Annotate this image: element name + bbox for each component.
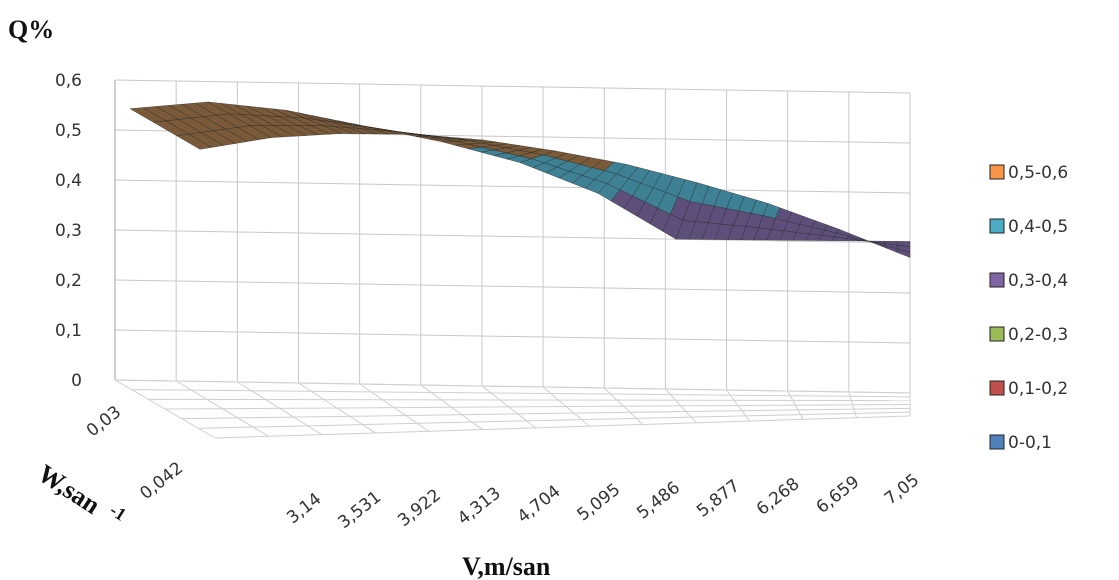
x-tick-label: 5,486 [633,478,684,524]
legend-label: 0,4-0,5 [1008,217,1068,237]
z-gridline [114,229,911,244]
legend-label: 0,1-0,2 [1008,379,1068,399]
y-axis-title: W,san -1 [33,459,130,525]
z-tick-label: 0,6 [55,71,82,91]
chart-labels: Q% V,m/san W,san -1 0,6 0,5 0,4 0,3 0,2 0,1 0 3… [8,15,923,580]
legend-label: 0,3-0,4 [1008,271,1068,291]
z-gridline [114,179,911,194]
z-tick-label: 0,5 [55,121,82,141]
x-tick-label: 3,14 [283,489,325,528]
floor-gridline [198,411,911,429]
floor-gridline [148,398,911,402]
legend-swatch [989,164,1005,180]
z-gridline [114,79,911,94]
z-tick-label: 0 [71,371,82,391]
y-tick-label: 0,042 [136,458,187,504]
y-axis-title-main: W,san [33,459,106,520]
legend-label: 0,2-0,3 [1008,325,1068,345]
floor-gridline [131,389,911,398]
surface-patch [897,248,911,258]
z-tick-label: 0,4 [55,171,82,191]
z-tick-label: 0,1 [55,321,82,341]
z-tick-label: 0,2 [55,271,82,291]
legend-label: 0-0,1 [1008,433,1052,453]
x-tick-label: 3,531 [334,487,385,533]
x-tick-label: 7,05 [881,470,923,509]
z-tick-label: 0,3 [55,221,82,241]
floor-gridline [114,379,911,394]
x-tick-label: 5,877 [693,476,744,522]
z-axis-title: Q% [8,15,54,44]
legend-swatch [989,434,1005,450]
y-axis-title-superscript: -1 [106,500,129,525]
floor-gridline [164,404,911,410]
legend-swatch [989,218,1005,234]
chart-surface [129,101,911,258]
floor-gridline [214,415,911,439]
y-tick-label: 0,03 [83,402,125,441]
z-gridline [114,279,911,294]
x-tick-label: 6,659 [813,472,864,518]
z-gridline [114,329,911,344]
x-tick-label: 6,268 [753,474,804,520]
x-axis-title: V,m/san [462,552,551,580]
legend-swatch [989,272,1005,288]
legend: 0,5-0,6 0,4-0,5 0,3-0,4 0,2-0,3 0,1-0,2 0-0,1 [989,163,1068,453]
legend-label: 0,5-0,6 [1008,163,1068,183]
x-tick-label: 3,922 [394,485,445,531]
legend-swatch [989,326,1005,342]
x-tick-label: 5,095 [574,480,625,526]
x-tick-label: 4,313 [454,483,505,529]
floor-gridline [181,407,911,420]
legend-swatch [989,380,1005,396]
x-tick-label: 4,704 [514,482,565,528]
